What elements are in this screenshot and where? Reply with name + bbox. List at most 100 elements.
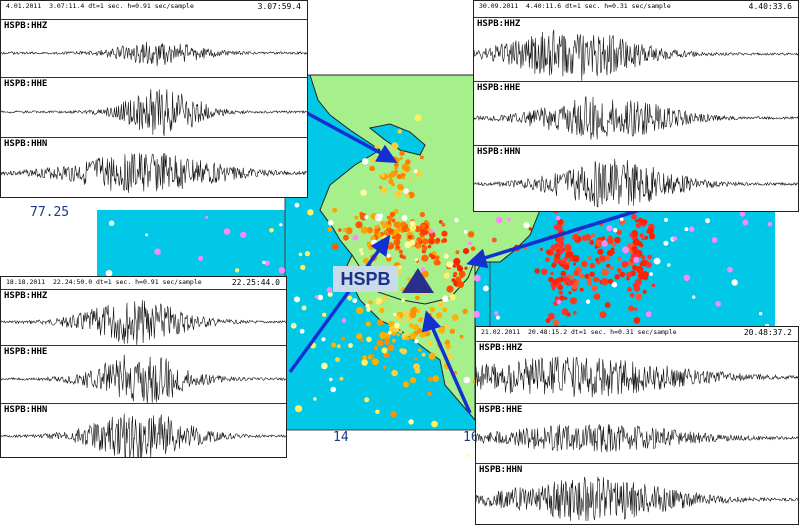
earthquake-dot bbox=[385, 336, 389, 340]
earthquake-dot bbox=[572, 284, 578, 290]
earthquake-dot bbox=[393, 209, 399, 214]
earthquake-dot bbox=[534, 268, 540, 274]
earthquake-dot bbox=[449, 293, 456, 301]
earthquake-dot bbox=[392, 235, 396, 240]
earthquake-dot bbox=[464, 266, 468, 270]
earthquake-dot bbox=[579, 287, 584, 292]
earthquake-dot bbox=[379, 331, 387, 339]
earthquake-dot bbox=[711, 237, 718, 243]
waveform bbox=[1, 354, 286, 404]
panel-time: 4.40:33.6 bbox=[748, 2, 792, 11]
panel-date: 30.09.2011 bbox=[479, 2, 519, 10]
panel-time: 20.48:37.2 bbox=[743, 328, 792, 337]
earthquake-dot bbox=[264, 260, 270, 266]
arrow-bottom-right bbox=[428, 321, 472, 414]
earthquake-dot bbox=[626, 286, 633, 292]
earthquake-dot bbox=[400, 230, 404, 233]
earthquake-dot bbox=[645, 311, 652, 318]
earthquake-dot bbox=[374, 225, 378, 230]
earthquake-dot bbox=[614, 236, 621, 244]
seismogram-panel-top-right: 30.09.2011 4.40:11.6 dt=1 sec. h=0.31 se… bbox=[473, 0, 799, 212]
earthquake-dot bbox=[547, 312, 555, 320]
panel-info: 20.48:15.2 dt=1 sec. h=0.31 sec/sample bbox=[527, 328, 677, 336]
earthquake-dot bbox=[327, 220, 334, 226]
earthquake-dot bbox=[380, 173, 385, 178]
earthquake-dot bbox=[463, 230, 468, 234]
earthquake-dot bbox=[354, 215, 359, 220]
arrow-top-left bbox=[304, 110, 389, 159]
earthquake-dot bbox=[523, 222, 530, 229]
earthquake-dot bbox=[326, 287, 333, 293]
earthquake-dot bbox=[366, 227, 373, 234]
earthquake-dot bbox=[374, 144, 379, 149]
earthquake-dot bbox=[568, 257, 573, 262]
trace-hhn: HSPB:HHN bbox=[1, 137, 307, 197]
earthquake-dot bbox=[373, 346, 379, 351]
earthquake-dot bbox=[446, 353, 453, 360]
earthquake-dot bbox=[396, 333, 400, 337]
earthquake-dot bbox=[593, 276, 599, 283]
earthquake-dot bbox=[610, 266, 614, 271]
earthquake-dot bbox=[555, 215, 561, 221]
earthquake-dot bbox=[420, 223, 426, 230]
waveform bbox=[476, 356, 798, 398]
earthquake-dot bbox=[636, 265, 644, 274]
earthquake-dot bbox=[578, 273, 585, 279]
earthquake-dot bbox=[456, 264, 462, 270]
earthquake-dot bbox=[362, 158, 369, 165]
earthquake-dot bbox=[386, 256, 392, 262]
earthquake-dot bbox=[335, 357, 340, 363]
earthquake-dot bbox=[416, 237, 422, 243]
earthquake-dot bbox=[278, 267, 286, 274]
earthquake-dot bbox=[631, 245, 638, 252]
earthquake-dot bbox=[438, 301, 445, 308]
earthquake-dot bbox=[560, 270, 567, 277]
waveform-line bbox=[1, 89, 307, 136]
earthquake-dot bbox=[452, 314, 459, 321]
waveform-line bbox=[476, 356, 798, 398]
channel-label: HSPB:HHE bbox=[479, 405, 523, 415]
earthquake-dot bbox=[473, 274, 481, 282]
earthquake-dot bbox=[386, 253, 391, 258]
earthquake-dot bbox=[365, 321, 371, 327]
earthquake-dot bbox=[601, 240, 608, 247]
earthquake-dot bbox=[341, 318, 347, 323]
earthquake-dot bbox=[626, 272, 632, 278]
earthquake-dot bbox=[528, 227, 532, 231]
earthquake-dot bbox=[428, 237, 435, 245]
panel-info: 22.24:50.0 dt=1 sec. h=0.91 sec/sample bbox=[52, 278, 202, 286]
earthquake-dot bbox=[544, 257, 550, 263]
channel-label: HSPB:HHE bbox=[4, 347, 48, 357]
earthquake-dot bbox=[483, 285, 489, 292]
earthquake-dot bbox=[715, 301, 721, 307]
earthquake-dot bbox=[269, 228, 274, 233]
panel-header: 18.18.2011 22.24:50.0 dt=1 sec. h=0.91 s… bbox=[1, 277, 286, 288]
earthquake-dot bbox=[446, 261, 454, 268]
earthquake-dot bbox=[414, 258, 419, 262]
earthquake-dot bbox=[616, 268, 622, 273]
earthquake-dot bbox=[445, 344, 451, 350]
trace-hhz: HSPB:HHZ bbox=[1, 289, 286, 346]
earthquake-dot bbox=[400, 348, 407, 355]
earthquake-dot bbox=[360, 226, 368, 234]
earthquake-dot bbox=[366, 307, 371, 312]
earthquake-dot bbox=[381, 187, 387, 194]
earthquake-dot bbox=[467, 231, 475, 238]
earthquake-dot bbox=[633, 317, 641, 324]
earthquake-dot bbox=[642, 219, 648, 225]
waveform bbox=[474, 96, 798, 140]
earthquake-dot bbox=[632, 264, 638, 271]
earthquake-dot bbox=[589, 271, 595, 277]
earthquake-dot bbox=[614, 274, 620, 280]
earthquake-dot bbox=[389, 325, 396, 333]
earthquake-dot bbox=[409, 224, 417, 231]
earthquake-dot bbox=[473, 310, 480, 318]
waveform bbox=[476, 476, 798, 522]
channel-label: HSPB:HHN bbox=[479, 465, 523, 475]
earthquake-dot bbox=[414, 114, 422, 122]
trace-hhe: HSPB:HHE bbox=[1, 77, 307, 138]
earthquake-dot bbox=[405, 194, 410, 199]
earthquake-dot bbox=[404, 241, 412, 249]
earthquake-dot bbox=[428, 376, 434, 382]
earthquake-dot bbox=[329, 377, 333, 382]
